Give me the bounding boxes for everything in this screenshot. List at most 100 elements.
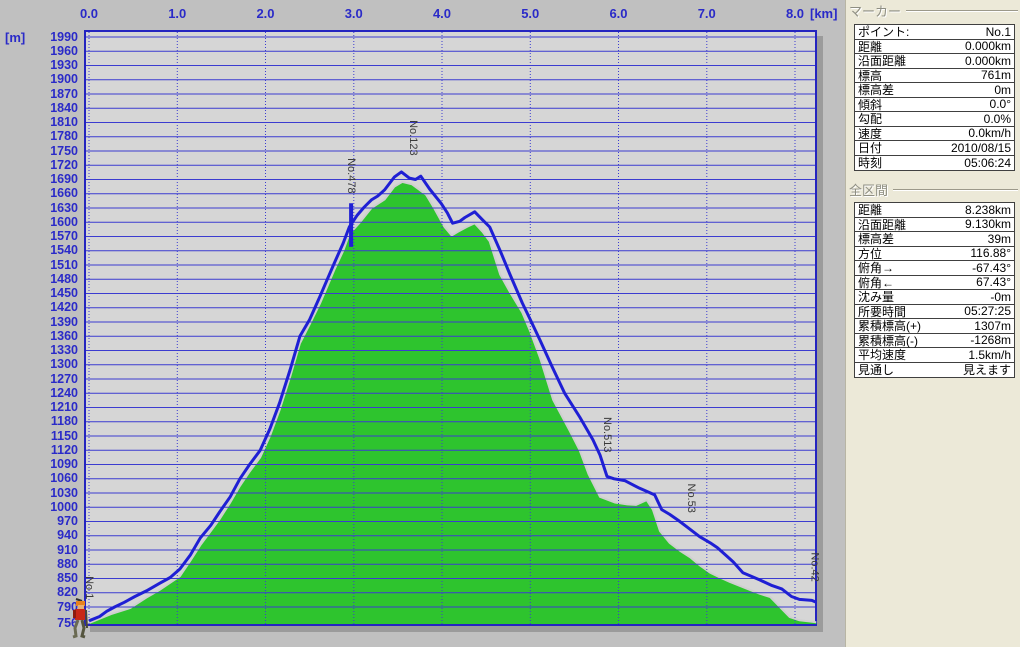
track-line-series (88, 170, 817, 623)
stat-label: 勾配 (858, 112, 883, 127)
y-tick-label: 1540 (50, 243, 78, 258)
stat-row: 標高 761m (855, 68, 1014, 83)
stat-row: 時刻 05:06:24 (855, 156, 1014, 171)
stat-label: 距離 (858, 39, 883, 54)
y-tick-label: 1330 (50, 343, 78, 357)
y-tick-label: 1390 (50, 314, 78, 329)
stat-value: 0.0° (989, 97, 1011, 112)
y-tick-label: 1480 (50, 271, 78, 286)
stat-row: 距離 0.000km (855, 39, 1014, 54)
y-tick-label: 880 (57, 556, 78, 571)
stat-label: 見通し (858, 363, 895, 378)
waypoint-label: No.513 (601, 417, 613, 452)
y-tick-label: 1420 (50, 300, 78, 315)
stat-row: 速度 0.0km/h (855, 126, 1014, 141)
stat-row: 累積標高(-) -1268m (855, 333, 1014, 348)
y-tick-label: 1720 (50, 157, 78, 172)
stat-value: 1307m (974, 318, 1011, 333)
stat-row: 方位 116.88° (855, 246, 1014, 261)
y-tick-label: 850 (57, 571, 78, 585)
stat-row: 標高差 39m (855, 232, 1014, 247)
groupbox-divider (906, 10, 1018, 12)
marker-section-header: マーカー (849, 2, 1018, 19)
y-tick-label: 1360 (50, 328, 78, 343)
y-tick-label: 1150 (50, 428, 78, 443)
stat-row: 日付 2010/08/15 (855, 141, 1014, 156)
y-tick-label: 940 (57, 528, 78, 543)
groupbox-divider (893, 189, 1018, 191)
y-tick-label: 1690 (50, 172, 78, 186)
y-tick-label: 970 (57, 514, 78, 528)
x-tick-label: 7.0 (697, 6, 716, 21)
stat-label: 標高 (858, 68, 883, 83)
y-tick-label: 1960 (50, 43, 78, 58)
stat-row: 俯角→ -67.43° (855, 261, 1014, 276)
waypoint-label: No.53 (685, 484, 697, 513)
stat-label: 所要時間 (858, 304, 907, 319)
y-tick-label: 1060 (50, 471, 78, 486)
y-tick-label: 1990 (50, 29, 78, 44)
y-tick-label: 756 (57, 615, 78, 630)
stat-value: No.1 (985, 24, 1011, 39)
x-tick-label: 8.0 (785, 6, 805, 21)
total-stats-table: 距離 8.238km 沿面距離 9.130km 標高差 39m 方位 116.88° 俯角→ -6… (854, 202, 1015, 378)
plot-area[interactable]: No.1 No.478 No.123 No.513 No.53 No.42 (83, 30, 820, 626)
x-tick-label: 1.0 (168, 6, 187, 21)
stat-value: 05:27:25 (964, 304, 1011, 319)
y-tick-label: 1000 (50, 499, 78, 514)
y-tick-label: 1930 (50, 58, 78, 72)
stat-label: 沈み量 (858, 290, 895, 305)
stat-label: 日付 (858, 141, 883, 156)
stat-value: 0.000km (964, 39, 1011, 54)
info-panel: マーカー ポイント: No.1 距離 0.000km 沿面距離 0.000km 標高 761m… (845, 0, 1020, 647)
stat-value: 0.0% (983, 111, 1011, 126)
waypoint-label: No.42 (808, 552, 820, 581)
y-tick-label: 1600 (50, 214, 78, 229)
y-tick-label: 1210 (50, 400, 78, 414)
stat-label: 沿面距離 (858, 54, 907, 69)
stat-label: 距離 (858, 203, 883, 218)
stat-value: 2010/08/15 (950, 140, 1011, 155)
stat-row: 傾斜 0.0° (855, 97, 1014, 112)
y-tick-label: 1120 (50, 442, 78, 457)
stat-label: 累積標高(-) (858, 333, 918, 348)
y-tick-label: 1840 (50, 100, 78, 115)
y-axis-unit-label: [m] (5, 30, 26, 45)
terrain-area-series (89, 181, 817, 624)
stat-label: 時刻 (858, 156, 883, 171)
stat-label: 沿面距離 (858, 217, 907, 232)
stat-label: 標高差 (858, 232, 895, 247)
elevation-chart: [m] [km] 0.0 1.0 2.0 3.0 4.0 5.0 6.0 7.0 8.0 199… (5, 6, 838, 639)
total-section-header: 全区間 (849, 181, 1018, 198)
stat-value: -0m (990, 289, 1011, 304)
x-tick-label: 6.0 (609, 6, 628, 21)
x-tick-label: 2.0 (256, 6, 275, 21)
total-section-title: 全区間 (849, 182, 889, 198)
stat-row: 沈み量 -0m (855, 290, 1014, 305)
stat-row: ポイント: No.1 (855, 25, 1014, 40)
stat-row: 見通し 見えます (855, 363, 1014, 378)
stat-row: 俯角← 67.43° (855, 275, 1014, 290)
stat-value: -1268m (970, 333, 1011, 348)
x-axis-unit-label: [km] (810, 6, 838, 21)
y-tick-label: 1300 (50, 357, 78, 372)
x-tick-label: 3.0 (344, 6, 363, 21)
y-tick-label: 1780 (50, 129, 78, 144)
y-tick-label: 1900 (50, 72, 78, 87)
stat-label: 平均速度 (858, 348, 907, 363)
y-tick-label: 1750 (50, 143, 78, 158)
y-tick-label: 1570 (50, 229, 78, 243)
stat-value: 39m (987, 231, 1011, 246)
y-tick-label: 1450 (50, 286, 78, 300)
stat-row: 沿面距離 9.130km (855, 217, 1014, 232)
y-tick-label: 1090 (50, 457, 78, 471)
y-tick-label: 910 (57, 542, 78, 557)
stat-label: 標高差 (858, 83, 895, 98)
stat-label: 方位 (858, 246, 883, 261)
stat-row: 勾配 0.0% (855, 112, 1014, 127)
y-tick-label: 820 (57, 585, 78, 600)
marker-stats-table: ポイント: No.1 距離 0.000km 沿面距離 0.000km 標高 761m 標高差 0m… (854, 24, 1015, 171)
marker-section-title: マーカー (849, 3, 902, 19)
stat-value: 1.5km/h (968, 347, 1011, 362)
